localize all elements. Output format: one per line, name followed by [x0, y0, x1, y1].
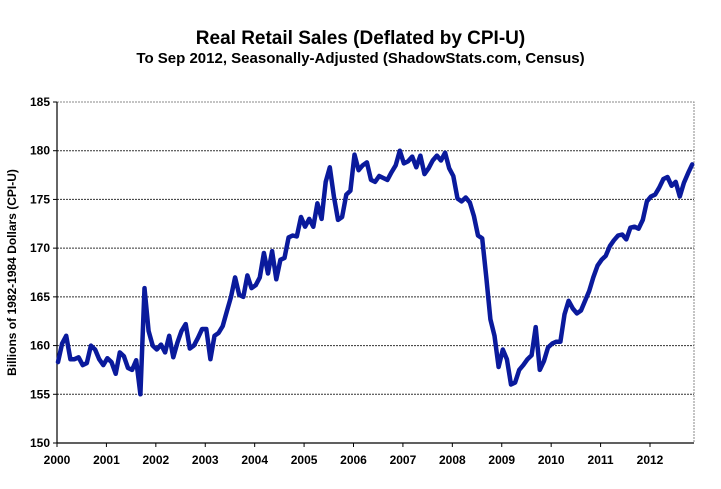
- x-tick-label: 2009: [488, 453, 515, 467]
- x-tick-label: 2000: [44, 453, 71, 467]
- x-tick-label: 2005: [291, 453, 318, 467]
- x-axis: 2000 2001 2002 2003 2004 2005 2006 2007 2008 2009…: [44, 442, 694, 467]
- series-line-real-retail-sales: [55, 148, 695, 397]
- x-tick-label: 2006: [340, 453, 367, 467]
- y-tick-label: 170: [30, 241, 50, 255]
- data-points: [57, 150, 693, 395]
- y-axis-title: Billions of 1982-1984 Dollars (CPI-U): [5, 169, 19, 376]
- plot-area: [56, 101, 695, 444]
- chart-title: Real Retail Sales (Deflated by CPI-U): [195, 28, 526, 49]
- y-tick-label: 175: [30, 192, 50, 206]
- x-tick-label: 2010: [538, 453, 565, 467]
- y-tick-label: 160: [30, 339, 50, 353]
- x-tick-label: 2001: [93, 453, 120, 467]
- y-tick-label: 180: [30, 144, 50, 158]
- x-tick-label: 2011: [588, 453, 614, 467]
- y-tick-label: 150: [30, 436, 50, 450]
- x-tick-label: 2008: [439, 453, 466, 467]
- x-tick-label: 2004: [241, 453, 268, 467]
- y-tick-label: 155: [30, 387, 50, 401]
- y-axis: 150 155 160 165 170 175 180 185: [30, 95, 58, 450]
- x-tick-label: 2012: [637, 453, 664, 467]
- x-tick-label: 2007: [390, 453, 417, 467]
- chart-subtitle: To Sep 2012, Seasonally-Adjusted (Shadow…: [136, 50, 585, 67]
- x-tick-label: 2002: [142, 453, 169, 467]
- gridlines: [57, 150, 694, 395]
- y-tick-label: 165: [30, 290, 50, 304]
- x-tick-label: 2003: [192, 453, 219, 467]
- y-tick-label: 185: [30, 95, 50, 109]
